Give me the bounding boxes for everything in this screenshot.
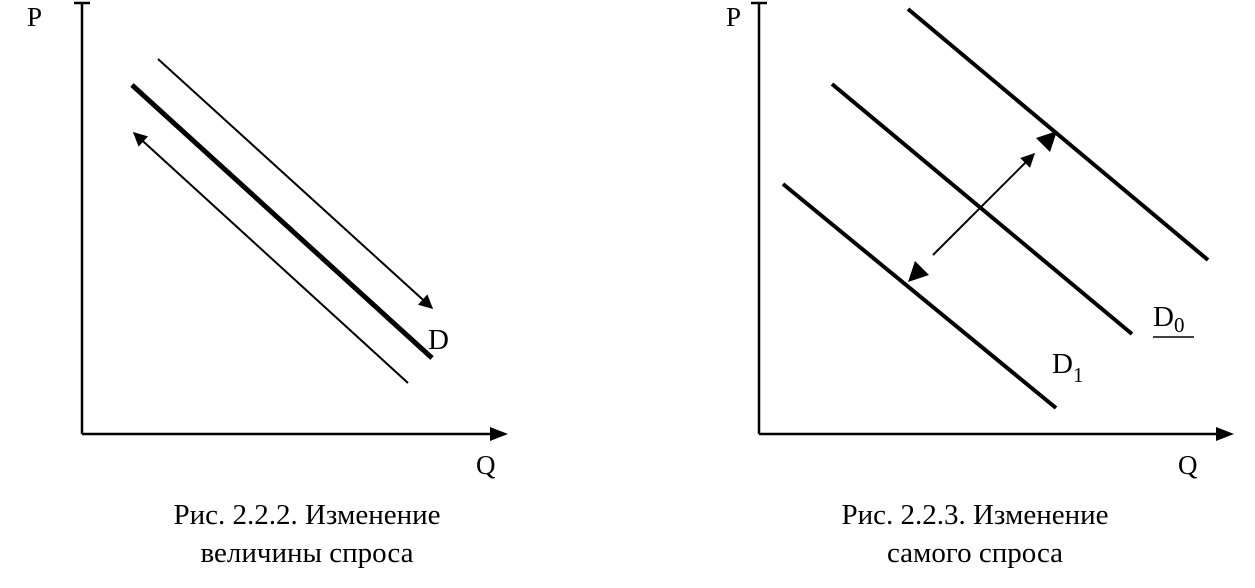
caption-right-line1: Рис. 2.2.3. Изменение <box>841 499 1109 531</box>
figure-left: P Q D <box>27 1 508 480</box>
left-demand-curve-d <box>130 83 434 360</box>
left-x-axis-arrowhead <box>490 427 508 441</box>
figure-right: P Q D0 D1 <box>726 1 1234 480</box>
right-y-axis-label: P <box>726 2 741 32</box>
d0-label-main: D <box>1153 301 1174 333</box>
left-x-axis-label: Q <box>476 450 496 480</box>
caption-left: Рис. 2.2.2. Изменение величины спроса <box>107 496 507 572</box>
d0-label-subscript: 0 <box>1174 313 1185 337</box>
shift-arrowhead-lower <box>908 261 929 282</box>
right-demand-curve-d1 <box>781 182 1058 410</box>
right-x-axis-arrowhead <box>1216 427 1234 441</box>
caption-left-line1: Рис. 2.2.2. Изменение <box>173 499 441 531</box>
d1-label-main: D <box>1052 348 1073 380</box>
caption-left-line2: величины спроса <box>200 537 414 569</box>
left-y-axis-label: P <box>27 2 42 32</box>
right-demand-curve-d1-label: D1 <box>1052 348 1083 387</box>
demand-shift-double-arrow <box>932 153 1035 256</box>
d1-label-subscript: 1 <box>1073 363 1084 387</box>
right-demand-curve-d0-label: D0 <box>1153 301 1184 337</box>
right-demand-curve-upper <box>906 7 1210 262</box>
shift-arrowhead-upper <box>1036 131 1057 152</box>
caption-right: Рис. 2.2.3. Изменение самого спроса <box>770 496 1180 572</box>
movement-up-arrow <box>132 132 409 384</box>
right-demand-curve-d0 <box>830 82 1134 336</box>
movement-down-arrow <box>157 58 434 309</box>
caption-right-line2: самого спроса <box>886 537 1064 569</box>
left-demand-curve-label: D <box>428 324 449 356</box>
right-x-axis-label: Q <box>1178 450 1198 480</box>
